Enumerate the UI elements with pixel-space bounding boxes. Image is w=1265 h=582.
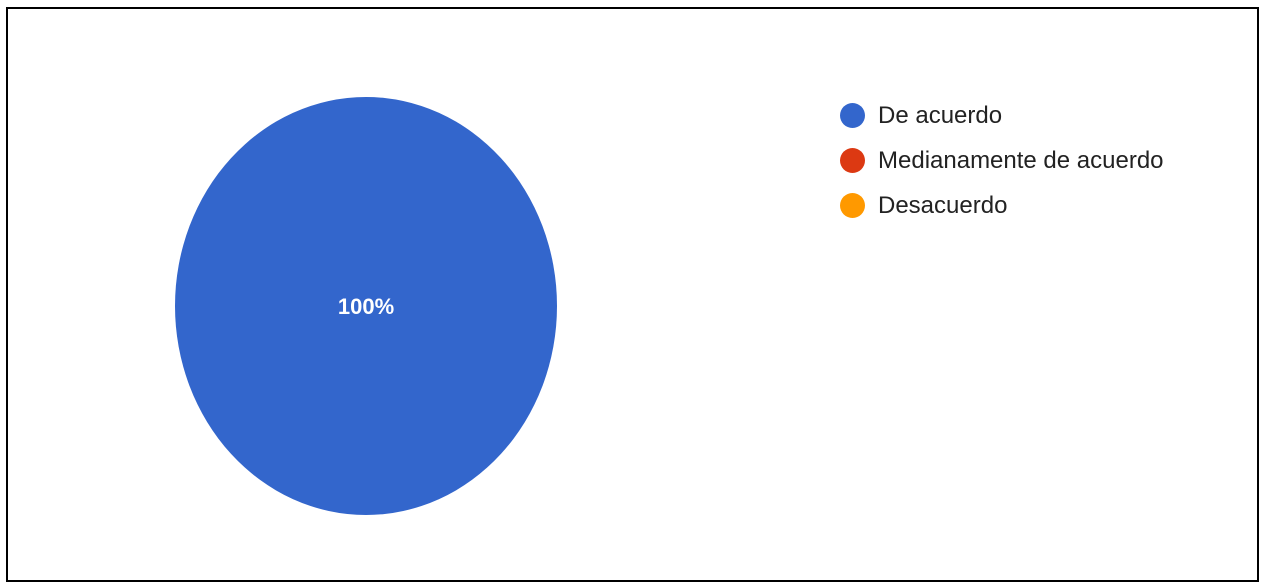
legend-marker	[840, 193, 865, 218]
legend-item: Desacuerdo	[840, 183, 1164, 228]
legend: De acuerdo Medianamente de acuerdo Desacue…	[840, 93, 1164, 228]
legend-item: Medianamente de acuerdo	[840, 138, 1164, 183]
slice-label-0: 100%	[338, 294, 394, 319]
legend-marker	[840, 148, 865, 173]
legend-marker	[840, 103, 865, 128]
legend-label: Desacuerdo	[878, 191, 1008, 219]
pie-slice-0	[175, 97, 557, 515]
legend-label: Medianamente de acuerdo	[878, 146, 1164, 174]
legend-label: De acuerdo	[878, 101, 1003, 129]
legend-item: De acuerdo	[840, 93, 1164, 138]
